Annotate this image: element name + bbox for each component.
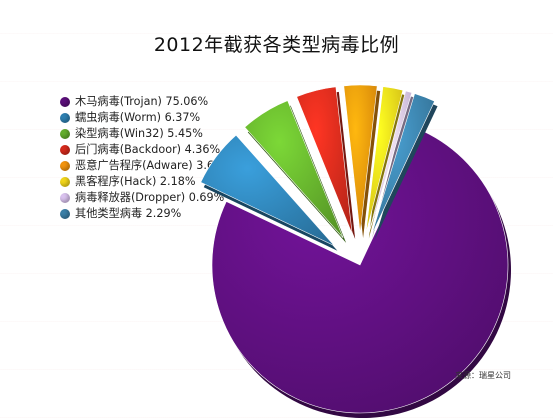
- legend-label-worm: 蠕虫病毒(Worm) 6.37%: [75, 111, 201, 124]
- legend-item-worm: 蠕虫病毒(Worm) 6.37%: [60, 110, 232, 126]
- legend-item-other: 其他类型病毒 2.29%: [60, 206, 232, 222]
- legend-label-win32: 染型病毒(Win32) 5.45%: [75, 127, 203, 140]
- legend-label-backdoor: 后门病毒(Backdoor) 4.36%: [75, 143, 221, 156]
- legend-label-trojan: 木马病毒(Trojan) 75.06%: [75, 95, 209, 108]
- legend-marker-other: [60, 209, 70, 219]
- legend-label-hack: 黑客程序(Hack) 2.18%: [75, 175, 196, 188]
- legend-item-adware: 恶意广告程序(Adware) 3.60%: [60, 158, 232, 174]
- pie-slice-dropper: [368, 90, 413, 235]
- legend-label-adware: 恶意广告程序(Adware) 3.60%: [75, 159, 232, 172]
- legend-marker-worm: [60, 113, 70, 123]
- pie-slice-backdoor: [296, 86, 353, 235]
- legend-item-dropper: 病毒释放器(Dropper) 0.69%: [60, 190, 232, 206]
- chart-title: 2012年截获各类型病毒比例: [153, 34, 400, 56]
- pie-slice-adware: [343, 84, 378, 234]
- legend-label-other: 其他类型病毒 2.29%: [75, 207, 182, 220]
- pie-slice-other: [371, 93, 435, 236]
- source-note: 来源：瑞星公司: [455, 371, 511, 380]
- pie-slice-hack: [365, 86, 404, 234]
- legend-item-hack: 黑客程序(Hack) 2.18%: [60, 174, 232, 190]
- legend-marker-adware: [60, 161, 70, 171]
- legend-marker-hack: [60, 177, 70, 187]
- legend-item-trojan: 木马病毒(Trojan) 75.06%: [60, 94, 232, 110]
- legend-marker-win32: [60, 129, 70, 139]
- pie-slice-trojan: [211, 130, 509, 414]
- legend-marker-dropper: [60, 193, 70, 203]
- pie-slice-win32: [244, 100, 344, 239]
- legend-marker-trojan: [60, 97, 70, 107]
- legend-item-win32: 染型病毒(Win32) 5.45%: [60, 126, 232, 142]
- chart-legend: 木马病毒(Trojan) 75.06% 蠕虫病毒(Worm) 6.37% 染型病…: [60, 94, 232, 222]
- pie-slice-side-other: [374, 98, 438, 241]
- legend-label-dropper: 病毒释放器(Dropper) 0.69%: [75, 191, 225, 204]
- legend-marker-backdoor: [60, 145, 70, 155]
- legend-item-backdoor: 后门病毒(Backdoor) 4.36%: [60, 142, 232, 158]
- pie-slice-worm: [200, 134, 335, 247]
